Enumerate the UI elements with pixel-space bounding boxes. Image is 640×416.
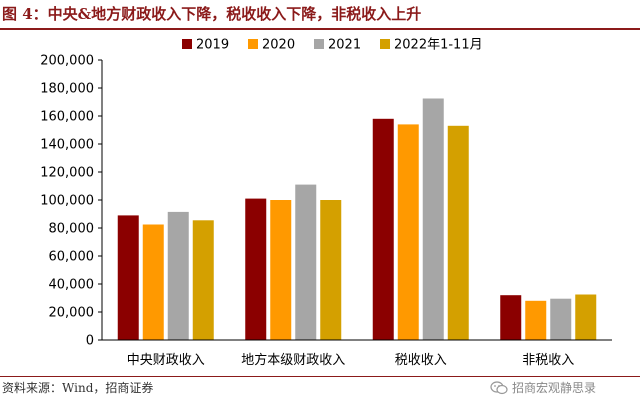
- wechat-icon: [490, 380, 508, 394]
- x-tick-label: 地方本级财政收入: [241, 352, 345, 368]
- chart-title: 图 4：中央&地方财政收入下降，税收收入下降，非税收入上升: [2, 5, 422, 23]
- y-tick-label: 200,000: [40, 54, 94, 69]
- y-tick-label: 60,000: [49, 250, 95, 265]
- source-note: 资料来源：Wind，招商证券: [2, 381, 154, 395]
- watermark: 招商宏观静思录: [490, 379, 596, 399]
- bar-2020-cat-3: [525, 300, 547, 340]
- legend-label-2019: 2019: [196, 38, 229, 53]
- y-tick-label: 180,000: [40, 82, 94, 97]
- bar-2020-cat-1: [270, 200, 292, 340]
- bar-2022-1-11-cat-3: [575, 294, 597, 340]
- watermark-text: 招商宏观静思录: [512, 381, 597, 395]
- y-axis: 0 20,000 40,000 60,000 80,000 100,000 120,000 1…: [40, 54, 103, 349]
- bar-2019-cat-2: [372, 118, 394, 340]
- legend-swatch-2022-1-11: [380, 39, 390, 49]
- bar-2021-cat-0: [167, 211, 189, 340]
- y-tick-label: 0: [86, 334, 94, 349]
- y-tick-label: 40,000: [49, 278, 95, 293]
- bar-2019-cat-3: [500, 295, 522, 340]
- y-tick-label: 20,000: [49, 306, 95, 321]
- bar-2019-cat-0: [117, 215, 139, 340]
- y-tick-label: 120,000: [40, 166, 94, 181]
- x-tick-label: 税收收入: [395, 353, 447, 368]
- bar-2022-1-11-cat-1: [320, 200, 342, 340]
- y-tick-label: 140,000: [40, 138, 94, 153]
- y-tick-label: 100,000: [40, 194, 94, 209]
- legend-label-2021: 2021: [328, 38, 361, 53]
- legend-swatch-2020: [248, 39, 258, 49]
- legend-label-2020: 2020: [262, 38, 295, 53]
- x-tick-label: 中央财政收入: [127, 353, 205, 368]
- bars: [117, 98, 597, 341]
- bar-2022-1-11-cat-2: [447, 125, 469, 340]
- legend-label-2022-1-11: 2022年1-11月: [394, 38, 483, 53]
- y-tick-label: 160,000: [40, 110, 94, 125]
- legend-swatch-2019: [182, 39, 192, 49]
- x-axis: 中央财政收入 地方本级财政收入 税收收入 非税收入: [102, 339, 612, 368]
- footer-divider: [0, 376, 640, 377]
- title-bar: 图 4：中央&地方财政收入下降，税收收入下降，非税收入上升: [0, 0, 640, 30]
- x-tick-label: 非税收入: [522, 353, 574, 368]
- bar-2019-cat-1: [245, 198, 267, 340]
- bar-chart: 2019 2020 2021 2022年1-11月 0 20,000 40,000 60,0…: [40, 38, 612, 368]
- bar-2021-cat-2: [422, 98, 444, 340]
- legend-swatch-2021: [314, 39, 324, 49]
- bar-2020-cat-2: [397, 124, 419, 341]
- legend: 2019 2020 2021 2022年1-11月: [182, 38, 483, 53]
- bar-2020-cat-0: [142, 224, 164, 340]
- bar-2022-1-11-cat-0: [192, 220, 214, 340]
- bar-2021-cat-1: [295, 184, 317, 340]
- y-tick-label: 80,000: [49, 222, 95, 237]
- bar-2021-cat-3: [550, 298, 572, 340]
